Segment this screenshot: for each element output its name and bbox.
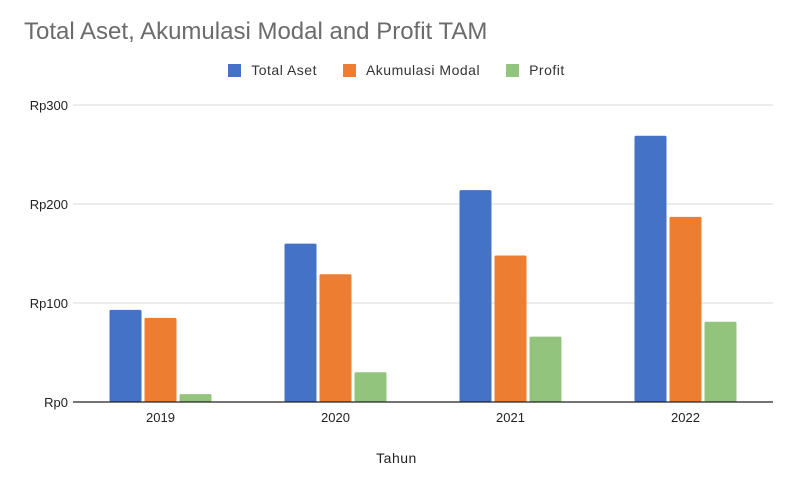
y-tick-label: Rp200 <box>30 197 68 212</box>
x-tick-label: 2022 <box>671 410 700 425</box>
bar-total-aset <box>109 309 142 402</box>
legend-item-akumulasi-modal: Akumulasi Modal <box>342 62 481 78</box>
x-tick-label: 2019 <box>146 410 175 425</box>
x-tick-label: 2020 <box>321 410 350 425</box>
chart-title: Total Aset, Akumulasi Modal and Profit T… <box>24 18 488 45</box>
legend-label-total-aset: Total Aset <box>251 62 317 78</box>
y-tick-label: Rp300 <box>30 98 68 113</box>
legend: Total Aset Akumulasi Modal Profit <box>0 62 793 78</box>
y-tick-label: Rp100 <box>30 296 68 311</box>
y-tick-label: Rp0 <box>44 395 68 410</box>
legend-swatch-profit <box>506 63 520 77</box>
bar-profit <box>354 372 387 402</box>
legend-label-profit: Profit <box>529 62 565 78</box>
bar-profit <box>529 336 562 402</box>
x-tick-label: 2021 <box>496 410 525 425</box>
bar-total-aset <box>634 135 667 402</box>
legend-label-akumulasi-modal: Akumulasi Modal <box>365 62 481 78</box>
bar-akumulasi-modal <box>319 274 352 402</box>
bar-akumulasi-modal <box>669 216 702 402</box>
bar-profit <box>179 394 212 402</box>
bar-akumulasi-modal <box>494 255 527 402</box>
bar-total-aset <box>459 190 492 402</box>
legend-swatch-akumulasi-modal <box>342 63 356 77</box>
bar-total-aset <box>284 243 317 402</box>
bar-akumulasi-modal <box>144 317 177 402</box>
legend-item-profit: Profit <box>506 62 565 78</box>
legend-swatch-total-aset <box>228 63 242 77</box>
legend-item-total-aset: Total Aset <box>228 62 317 78</box>
x-axis-title: Tahun <box>376 450 417 466</box>
bar-profit <box>704 321 737 402</box>
